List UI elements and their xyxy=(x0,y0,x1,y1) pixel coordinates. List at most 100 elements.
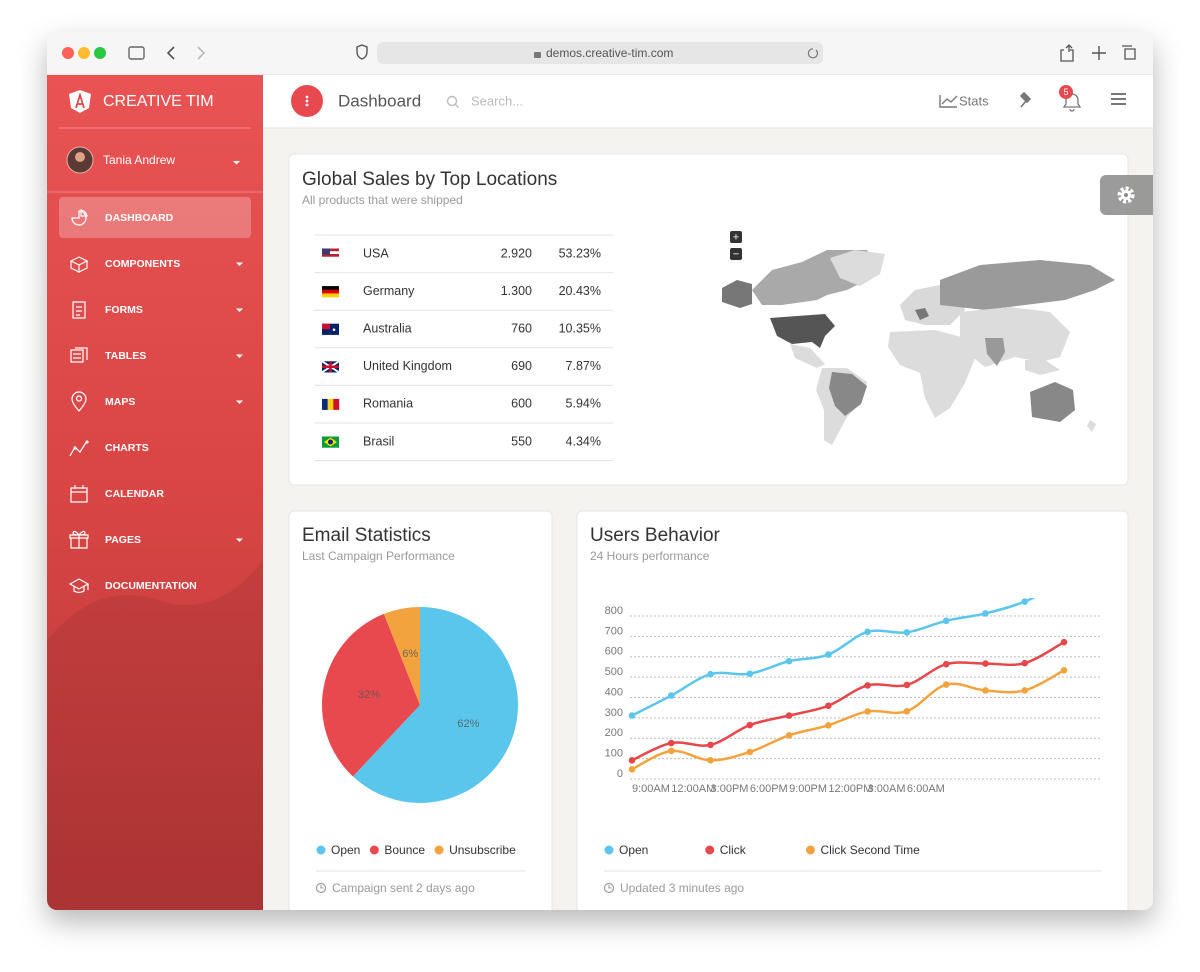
country-name: Germany xyxy=(363,284,415,298)
back-button[interactable] xyxy=(166,46,175,60)
flag-canton xyxy=(322,323,330,330)
tabs-icon[interactable] xyxy=(1122,45,1136,60)
search-icon xyxy=(446,95,458,107)
nav-item[interactable]: COMPONENTS xyxy=(105,258,180,270)
data-point xyxy=(825,722,832,729)
map-region xyxy=(790,344,825,368)
map-region xyxy=(1025,360,1096,432)
list-icon[interactable] xyxy=(1111,93,1126,105)
country-name: Australia xyxy=(363,321,412,335)
notification-badge xyxy=(1059,85,1073,99)
nav-item[interactable]: DOCUMENTATION xyxy=(105,580,197,592)
map-region xyxy=(985,338,1005,366)
flag-stripe xyxy=(322,289,339,294)
data-point xyxy=(982,610,989,617)
flag-stripe xyxy=(322,256,339,260)
forward-button[interactable] xyxy=(197,46,206,60)
menu-dot xyxy=(305,103,309,107)
data-point xyxy=(903,681,911,689)
pie-label: 6% xyxy=(402,648,418,660)
notification-count: 5 xyxy=(1063,87,1068,97)
gavel-icon[interactable] xyxy=(1019,91,1032,108)
card-title: Global Sales by Top Locations xyxy=(302,169,557,190)
x-tick-label: 12:00PM xyxy=(828,783,872,795)
nav-item[interactable]: DASHBOARD xyxy=(105,212,174,224)
map-region xyxy=(888,330,975,418)
nav-icon xyxy=(69,256,89,273)
zoom-out-label[interactable]: − xyxy=(733,248,739,260)
pie-label: 32% xyxy=(358,689,380,701)
map-region xyxy=(770,314,835,348)
share-icon[interactable] xyxy=(1060,44,1074,62)
sales-share: 4.34% xyxy=(566,434,601,448)
nav-icon xyxy=(68,578,90,594)
card-title: Email Statistics xyxy=(302,525,431,546)
nav-caret[interactable] xyxy=(236,400,243,405)
nav-active-bg xyxy=(59,197,251,238)
legend-dot xyxy=(434,845,444,855)
nav-item[interactable]: CHARTS xyxy=(105,442,149,454)
map-region xyxy=(829,372,867,416)
data-point xyxy=(667,692,675,699)
close-button[interactable] xyxy=(62,47,74,59)
legend-dot xyxy=(604,845,614,855)
user-name[interactable]: Tania Andrew xyxy=(103,153,175,167)
search-input[interactable]: Search... xyxy=(471,93,523,108)
map-zoom-in[interactable] xyxy=(730,231,742,243)
nav-item[interactable]: FORMS xyxy=(105,304,143,316)
sales-share: 10.35% xyxy=(559,321,601,335)
new-tab-icon[interactable] xyxy=(1092,46,1106,60)
nav-item[interactable]: CALENDAR xyxy=(105,488,164,500)
minimize-button[interactable] xyxy=(78,47,90,59)
card-title: Users Behavior xyxy=(590,525,721,546)
gear-icon[interactable] xyxy=(1117,186,1135,204)
legend-dot xyxy=(369,845,379,855)
y-tick-label: 500 xyxy=(605,666,623,678)
legend-label: Click Second Time xyxy=(820,843,920,857)
data-point xyxy=(628,766,636,773)
nav-icon xyxy=(71,209,88,226)
data-point xyxy=(628,712,636,719)
nav-icon xyxy=(72,301,86,319)
zoom-button[interactable] xyxy=(94,47,106,59)
data-point xyxy=(864,708,871,715)
sales-share: 7.87% xyxy=(566,359,601,373)
data-point xyxy=(1060,666,1068,674)
search-icon xyxy=(454,103,459,108)
brand-name: CREATIVE TIM xyxy=(103,93,214,110)
nav-item[interactable]: TABLES xyxy=(105,350,146,362)
url-bar[interactable] xyxy=(377,42,823,64)
map-zoom-out[interactable] xyxy=(730,248,742,260)
data-point xyxy=(667,739,675,747)
zoom-in-label[interactable]: + xyxy=(733,231,739,243)
map-region xyxy=(830,250,885,286)
plot-area xyxy=(628,598,1068,773)
legend-label: Bounce xyxy=(384,843,425,857)
gear-hole xyxy=(1124,193,1128,197)
user-caret[interactable] xyxy=(233,161,240,165)
brand-logo xyxy=(69,90,91,113)
flag-canton xyxy=(322,248,330,255)
nav-caret[interactable] xyxy=(236,308,243,313)
data-point xyxy=(1021,687,1029,694)
nav-item[interactable]: PAGES xyxy=(105,534,141,546)
nav-caret[interactable] xyxy=(236,354,243,359)
x-tick-label: 12:00AM xyxy=(671,783,715,795)
stats-link[interactable]: Stats xyxy=(959,93,989,108)
x-tick-label: 9:00AM xyxy=(632,783,670,795)
stats-icon[interactable] xyxy=(939,95,958,108)
sales-count: 690 xyxy=(511,359,532,373)
nav-caret[interactable] xyxy=(236,262,243,267)
brand-logo-a xyxy=(75,91,85,109)
sidebar-toggle[interactable] xyxy=(128,46,145,60)
flag-stripe xyxy=(322,398,328,410)
flag-globe xyxy=(328,439,333,445)
data-point xyxy=(1021,598,1029,605)
nav-caret[interactable] xyxy=(236,538,243,543)
reload-icon[interactable] xyxy=(807,48,819,59)
data-point xyxy=(942,660,950,668)
legend-dot xyxy=(316,845,326,855)
nav-icon xyxy=(70,485,88,503)
nav-item[interactable]: MAPS xyxy=(105,396,135,408)
